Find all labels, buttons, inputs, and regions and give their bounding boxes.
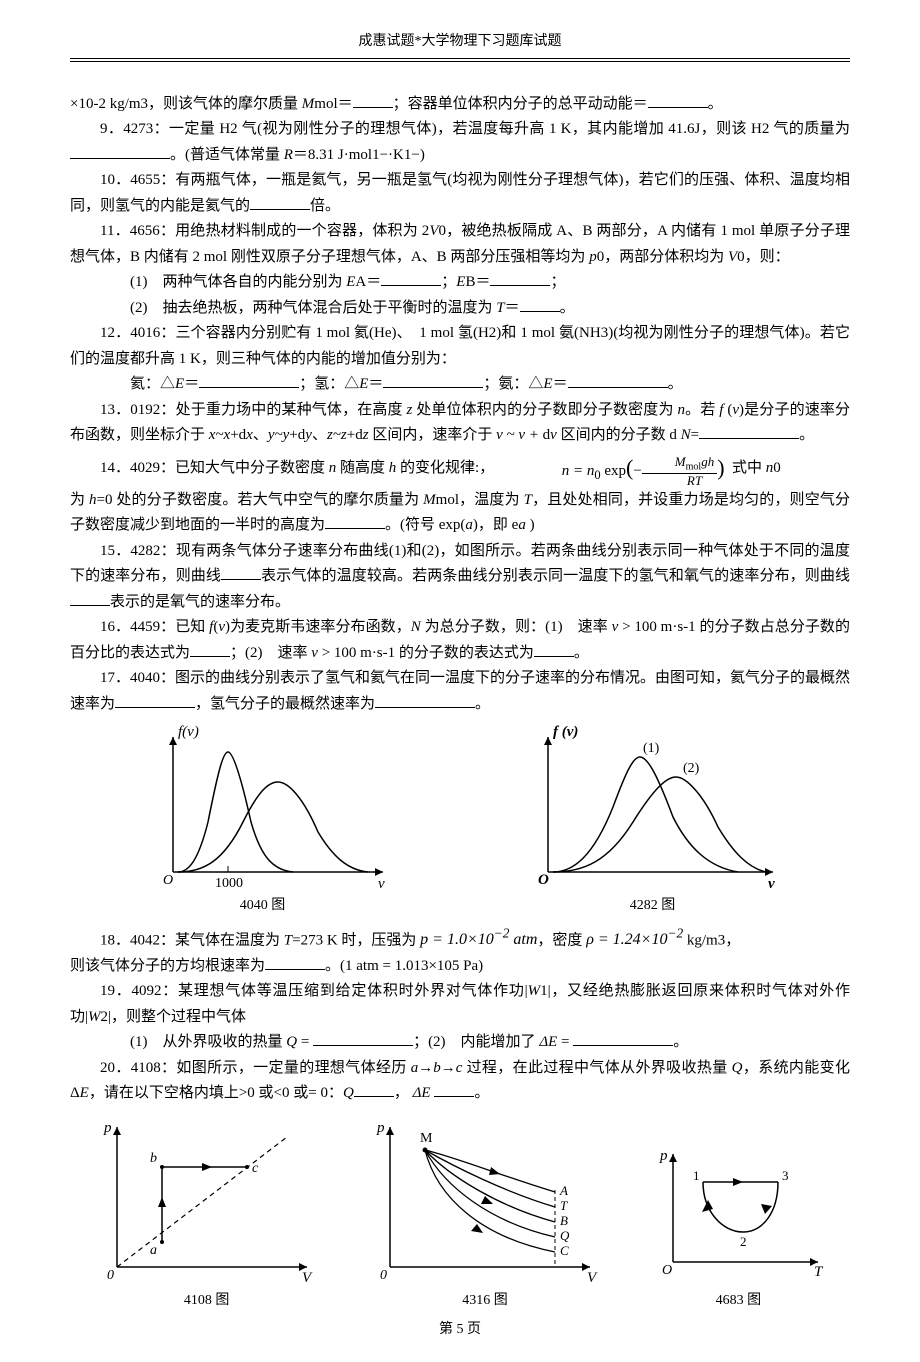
q15: 15．4282：现有两条气体分子速率分布曲线(1)和(2)，如图所示。若两条曲线… [70,539,850,616]
q14-cont: 为 h=0 处的分子数密度。若大气中空气的摩尔质量为 Mmol，温度为 T，且处… [70,488,850,539]
svg-text:b: b [150,1151,157,1166]
figure-4040: O f(v) v 1000 4040 图 [133,722,393,918]
svg-text:(1): (1) [643,741,660,756]
svg-text:c: c [252,1161,259,1176]
svg-text:M: M [420,1131,433,1146]
chart-4683: O T p 1 3 2 [648,1142,828,1287]
svg-text:2: 2 [740,1234,747,1249]
q11-2: (2) 抽去绝热板，两种气体混合后处于平衡时的温度为 T＝。 [70,296,850,322]
svg-text:(2): (2) [683,761,700,776]
svg-text:V: V [302,1270,313,1286]
q17: 17．4040：图示的曲线分别表示了氢气和氦气在同一温度下的分子速率的分布情况。… [70,666,850,717]
q11-1: (1) 两种气体各自的内能分别为 EA＝；EB＝； [70,270,850,296]
svg-text:V: V [587,1270,598,1286]
svg-text:p: p [376,1120,385,1136]
svg-text:T: T [560,1198,568,1213]
q12-1: 氦：△E＝；氢：△E＝；氨：△E＝。 [70,372,850,398]
q10: 10．4655：有两瓶气体，一瓶是氦气，另一瓶是氢气(均视为刚性分子理想气体)，… [70,168,850,219]
svg-text:Q: Q [560,1228,570,1243]
svg-text:B: B [560,1213,568,1228]
svg-text:v: v [768,876,775,892]
q9: 9．4273：一定量 H2 气(视为刚性分子的理想气体)，若温度每升高 1 K，… [70,117,850,168]
caption-4282: 4282 图 [518,894,788,918]
svg-text:O: O [662,1263,672,1278]
formula-rho: ρ = 1.24×10−2 [586,931,683,948]
figures-row-2: 0 V p a b c [70,1112,850,1313]
q8-tail: ×10-2 kg/m3，则该气体的摩尔质量 Mmol＝；容器单位体积内分子的总平… [70,92,850,118]
caption-4683: 4683 图 [648,1289,828,1313]
formula-p: p = 1.0×10−2 atm [420,931,537,948]
caption-4108: 4108 图 [92,1289,322,1313]
svg-text:T: T [814,1264,824,1280]
q20: 20．4108：如图所示，一定量的理想气体经历 a→b→c 过程，在此过程中气体… [70,1056,850,1107]
svg-text:1: 1 [693,1168,700,1183]
svg-text:O: O [538,872,549,888]
svg-text:1000: 1000 [215,876,243,891]
svg-text:v: v [378,876,385,892]
q14: 14．4029：已知大气中分子数密度 n 随高度 h 的变化规律:， n = n… [70,449,850,488]
chart-4040: O f(v) v 1000 [133,722,393,892]
figure-4282: O f (v) v (1) (2) 4282 图 [518,722,788,918]
caption-4316: 4316 图 [365,1289,605,1313]
formula-n-exp: n = n0 exp(−MmolghRT) [532,449,725,488]
q11: 11．4656：用绝热材料制成的一个容器，体积为 2V0，被绝热板隔成 A、B … [70,219,850,270]
svg-text:f (v): f (v) [553,724,578,740]
caption-4040: 4040 图 [133,894,393,918]
svg-text:A: A [559,1183,568,1198]
figures-row-1: O f(v) v 1000 4040 图 [70,722,850,918]
svg-text:p: p [103,1120,112,1136]
figure-4108: 0 V p a b c [92,1112,322,1313]
figure-4316: 0 V p M A T [365,1112,605,1313]
formula-deltaE: ΔE [539,1034,557,1050]
figure-4683: O T p 1 3 2 4683 图 [648,1142,828,1313]
svg-text:p: p [659,1148,668,1164]
q16: 16．4459：已知 f(v)为麦克斯韦速率分布函数，N 为总分子数，则：(1)… [70,615,850,666]
chart-4282: O f (v) v (1) (2) [518,722,788,892]
svg-text:f(v): f(v) [178,724,199,740]
q18-cont: 则该气体分子的方均根速率为。(1 atm = 1.013×105 Pa) [70,954,850,980]
chart-4316: 0 V p M A T [365,1112,605,1287]
q18: 18．4042：某气体在温度为 T=273 K 时，压强为 p = 1.0×10… [70,923,850,954]
svg-text:a: a [150,1243,157,1258]
svg-text:O: O [163,873,173,888]
page-header: 成惠试题*大学物理下习题库试题 [70,30,850,59]
content-body: ×10-2 kg/m3，则该气体的摩尔质量 Mmol＝；容器单位体积内分子的总平… [70,92,850,1342]
page-number: 第 5 页 [70,1318,850,1342]
header-rule [70,61,850,62]
q13: 13．0192：处于重力场中的某种气体，在高度 z 处单位体积内的分子数即分子数… [70,398,850,449]
svg-text:3: 3 [782,1168,789,1183]
svg-text:0: 0 [380,1268,387,1283]
q12: 12．4016：三个容器内分别贮有 1 mol 氦(He)、 1 mol 氢(H… [70,321,850,372]
q19-1: (1) 从外界吸收的热量 Q = ；(2) 内能增加了 ΔE = 。 [70,1030,850,1056]
q19: 19．4092：某理想气体等温压缩到给定体积时外界对气体作功|W1|，又经绝热膨… [70,979,850,1030]
svg-text:C: C [560,1243,569,1258]
svg-text:0: 0 [107,1268,114,1283]
chart-4108: 0 V p a b c [92,1112,322,1287]
